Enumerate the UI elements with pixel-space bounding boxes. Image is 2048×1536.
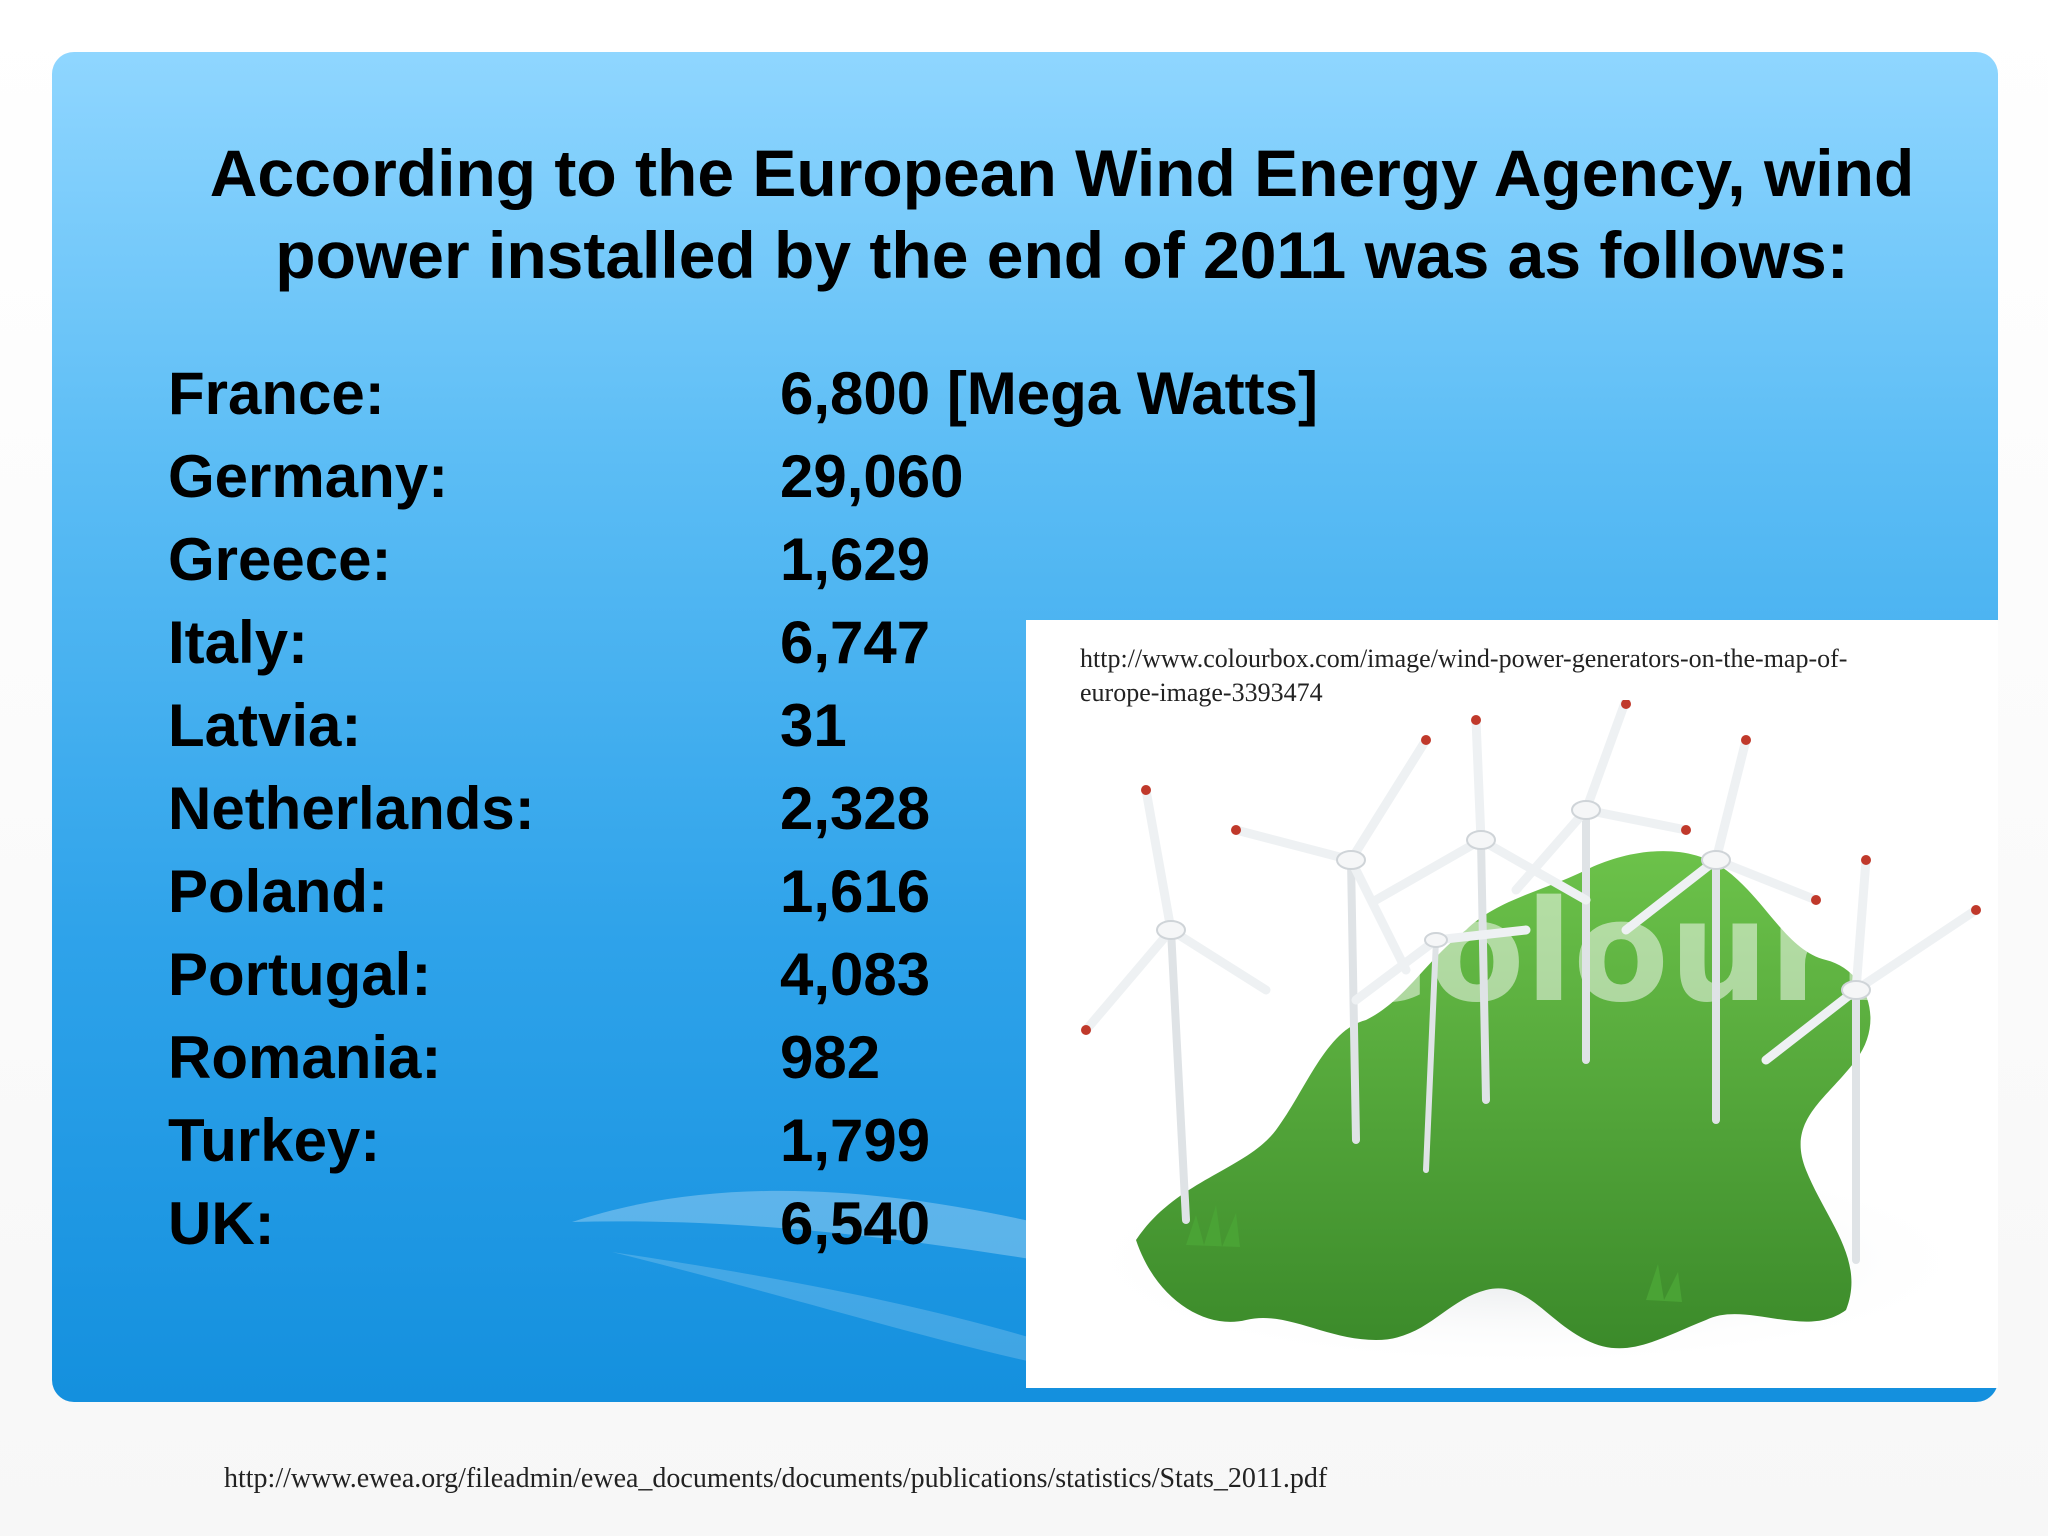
capacity-value: 6,747 xyxy=(780,609,931,676)
slide-title: According to the European Wind Energy Ag… xyxy=(209,136,1915,292)
stat-row-turkey: Turkey: 1,799 xyxy=(168,1099,1368,1183)
capacity-value: 982 xyxy=(780,1024,881,1091)
country-label: France: xyxy=(168,360,385,427)
stat-row-poland: Poland: 1,616 xyxy=(168,850,1368,934)
country-label: Netherlands: xyxy=(168,775,535,842)
stat-row-germany: Germany: 29,060 xyxy=(168,435,1368,519)
stat-row-uk: UK: 6,540 xyxy=(168,1182,1368,1266)
country-label: Portugal: xyxy=(168,941,432,1008)
country-label: Greece: xyxy=(168,526,392,593)
source-link[interactable]: http://www.ewea.org/fileadmin/ewea_docum… xyxy=(224,1463,1328,1494)
capacity-value: 29,060 xyxy=(780,443,964,510)
wind-turbines-on-grass-europe-map-icon: Colourbox xyxy=(1066,700,1998,1370)
capacity-value: 6,540 xyxy=(780,1190,931,1257)
country-label: Latvia: xyxy=(168,692,362,759)
country-label: Italy: xyxy=(168,609,309,676)
stat-row-netherlands: Netherlands: 2,328 xyxy=(168,767,1368,851)
capacity-value: 2,328 xyxy=(780,775,931,842)
capacity-value: 1,629 xyxy=(780,526,931,593)
stat-row-greece: Greece: 1,629 xyxy=(168,518,1368,602)
capacity-value: 4,083 xyxy=(780,941,931,1008)
country-label: Poland: xyxy=(168,858,388,925)
stat-row-latvia: Latvia: 31 xyxy=(168,684,1368,768)
stat-row-italy: Italy: 6,747 xyxy=(168,601,1368,685)
country-label: Germany: xyxy=(168,443,449,510)
stat-row-romania: Romania: 982 xyxy=(168,1016,1368,1100)
capacity-value: 1,616 xyxy=(780,858,931,925)
capacity-value: 31 xyxy=(780,692,847,759)
country-label: Romania: xyxy=(168,1024,442,1091)
capacity-value: 6,800 [Mega Watts] xyxy=(780,360,1318,427)
wind-turbine-image: http://www.colourbox.com/image/wind-powe… xyxy=(1026,620,1998,1388)
stat-row-france: France: 6,800 [Mega Watts] xyxy=(168,352,1368,436)
country-label: Turkey: xyxy=(168,1107,381,1174)
image-source-caption: http://www.colourbox.com/image/wind-powe… xyxy=(1080,644,1848,707)
capacity-value: 1,799 xyxy=(780,1107,931,1174)
decorative-wave xyxy=(572,1190,1078,1372)
country-label: UK: xyxy=(168,1190,275,1257)
stat-row-portugal: Portugal: 4,083 xyxy=(168,933,1368,1017)
